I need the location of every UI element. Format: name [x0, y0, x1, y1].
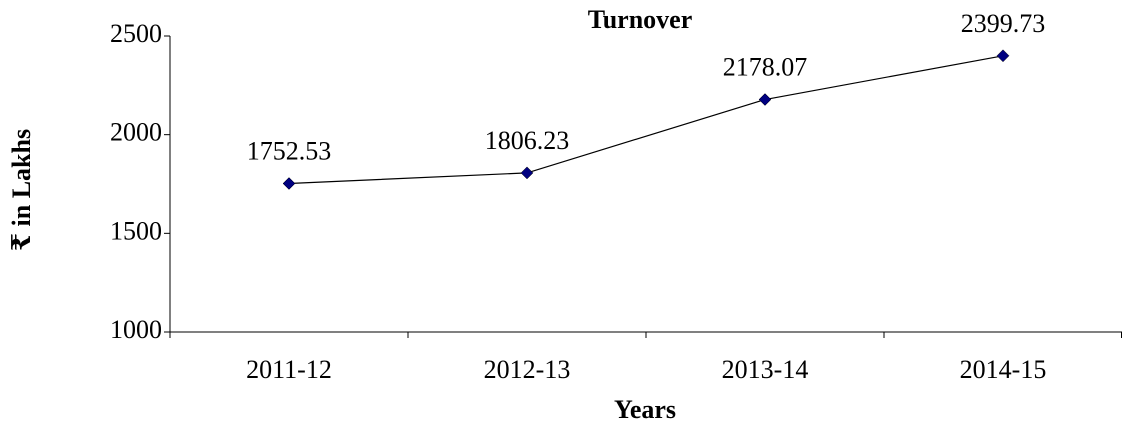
marker	[996, 49, 1010, 63]
x-tick-label: 2013-14	[722, 355, 809, 384]
x-axis-label: Years	[614, 395, 676, 424]
data-label: 2178.07	[723, 52, 808, 81]
marker	[758, 93, 772, 106]
chart-title: Turnover	[588, 5, 693, 34]
line	[288, 55, 1004, 185]
data-label: 2399.73	[961, 9, 1046, 38]
y-tick-label: 1000	[110, 315, 162, 344]
y-tick-label: 2500	[110, 19, 162, 48]
marker	[520, 166, 534, 180]
marker	[282, 177, 296, 190]
data-label: 1752.53	[247, 136, 332, 165]
y-tick-label: 2000	[110, 118, 162, 147]
y-tick-label: 1500	[110, 216, 162, 245]
x-tick-label: 2012-13	[484, 355, 571, 384]
x-tick-label: 2014-15	[960, 355, 1047, 384]
y-axis-label: ₹ in Lakhs	[7, 129, 36, 251]
data-label: 1806.23	[485, 126, 570, 155]
x-tick-label: 2011-12	[246, 355, 332, 384]
